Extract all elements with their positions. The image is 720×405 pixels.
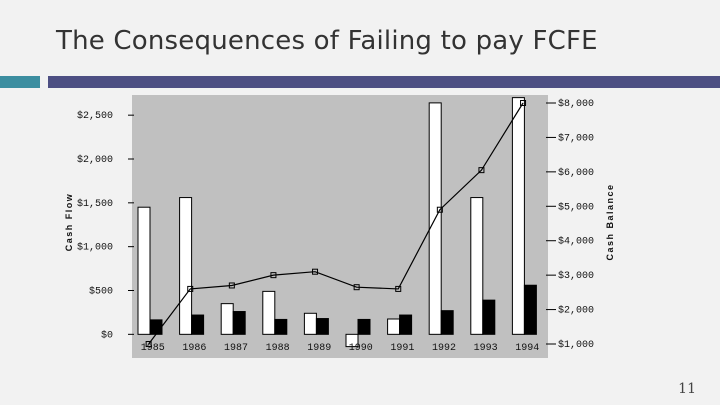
balance-point-1988 <box>270 272 277 279</box>
bar-1986-s2 <box>191 314 205 335</box>
y-left-tick-label-3: $1,500 <box>77 198 113 210</box>
bar-1993-s1 <box>470 197 484 335</box>
bar-1985-s1 <box>137 206 151 335</box>
balance-point-1994 <box>520 100 527 106</box>
page-number: 11 <box>678 381 696 397</box>
y-left-tick-label-2: $1,000 <box>77 242 113 254</box>
bar-1993-s2 <box>482 299 496 335</box>
bar-1990-s2 <box>357 318 371 335</box>
y-right-tick-label-7: $8,000 <box>558 98 594 110</box>
balance-line-group <box>145 100 527 347</box>
bar-1989-s1 <box>303 312 317 335</box>
accent-bar-right <box>48 76 720 88</box>
y-right-tick-label-0: $1,000 <box>558 339 594 351</box>
balance-point-1993 <box>478 167 485 174</box>
balance-point-1986 <box>187 285 194 292</box>
bars-group <box>137 97 537 348</box>
bar-1990-s1 <box>345 333 359 348</box>
y-right-tick-label-4: $5,000 <box>558 201 594 213</box>
bar-1994-s1 <box>511 97 525 335</box>
axes-group: $0 $500 $1,000 $1,500 $2,000 $2,500 $1,000 $2,0… <box>77 98 594 354</box>
y-right-tick-label-1: $2,000 <box>558 305 594 317</box>
slide-title: The Consequences of Failing to pay FCFE <box>56 26 598 56</box>
y-left-tick-label-0: $0 <box>101 329 113 341</box>
x-tick-label-1985: 1985 <box>141 343 165 354</box>
bar-1994-s2 <box>523 284 537 335</box>
x-tick-label-1991: 1991 <box>390 343 414 354</box>
x-tick-label-1993: 1993 <box>474 343 498 354</box>
balance-point-1992 <box>436 206 443 213</box>
bar-1992-s2 <box>440 310 454 335</box>
y-right-axis-label: Cash Balance <box>605 183 615 260</box>
cash-balance-line <box>148 102 524 345</box>
y-left-tick-label-1: $500 <box>89 285 113 297</box>
balance-point-1985 <box>145 341 152 347</box>
bar-1988-s2 <box>274 318 288 335</box>
bar-1987-s2 <box>232 311 246 335</box>
x-tick-label-1986: 1986 <box>182 343 206 354</box>
balance-point-1989 <box>312 268 319 275</box>
y-left-tick-label-5: $2,500 <box>77 110 113 122</box>
balance-point-1987 <box>228 282 235 289</box>
y-right-tick-label-5: $6,000 <box>558 167 594 179</box>
y-right-tick-label-2: $3,000 <box>558 270 594 282</box>
x-tick-label-1994: 1994 <box>515 343 539 354</box>
y-left-axis-label: Cash Flow <box>64 193 74 252</box>
balance-point-1990 <box>353 284 360 291</box>
bar-1987-s1 <box>220 303 234 335</box>
y-right-tick-label-6: $7,000 <box>558 132 594 144</box>
accent-bar-left <box>0 76 40 88</box>
x-tick-label-1989: 1989 <box>307 343 331 354</box>
bar-1991-s2 <box>399 314 413 335</box>
x-tick-label-1992: 1992 <box>432 343 456 354</box>
y-left-tick-label-4: $2,000 <box>77 154 113 166</box>
bar-1985-s2 <box>149 319 163 335</box>
y-right-tick-label-3: $4,000 <box>558 236 594 248</box>
bar-1988-s1 <box>262 290 276 335</box>
bar-1989-s2 <box>315 318 329 335</box>
x-tick-label-1990: 1990 <box>349 343 373 354</box>
balance-point-1991 <box>395 285 402 292</box>
x-tick-label-1987: 1987 <box>224 343 248 354</box>
bar-1986-s1 <box>179 197 193 335</box>
bar-1991-s1 <box>387 318 401 335</box>
x-tick-label-1988: 1988 <box>266 343 290 354</box>
